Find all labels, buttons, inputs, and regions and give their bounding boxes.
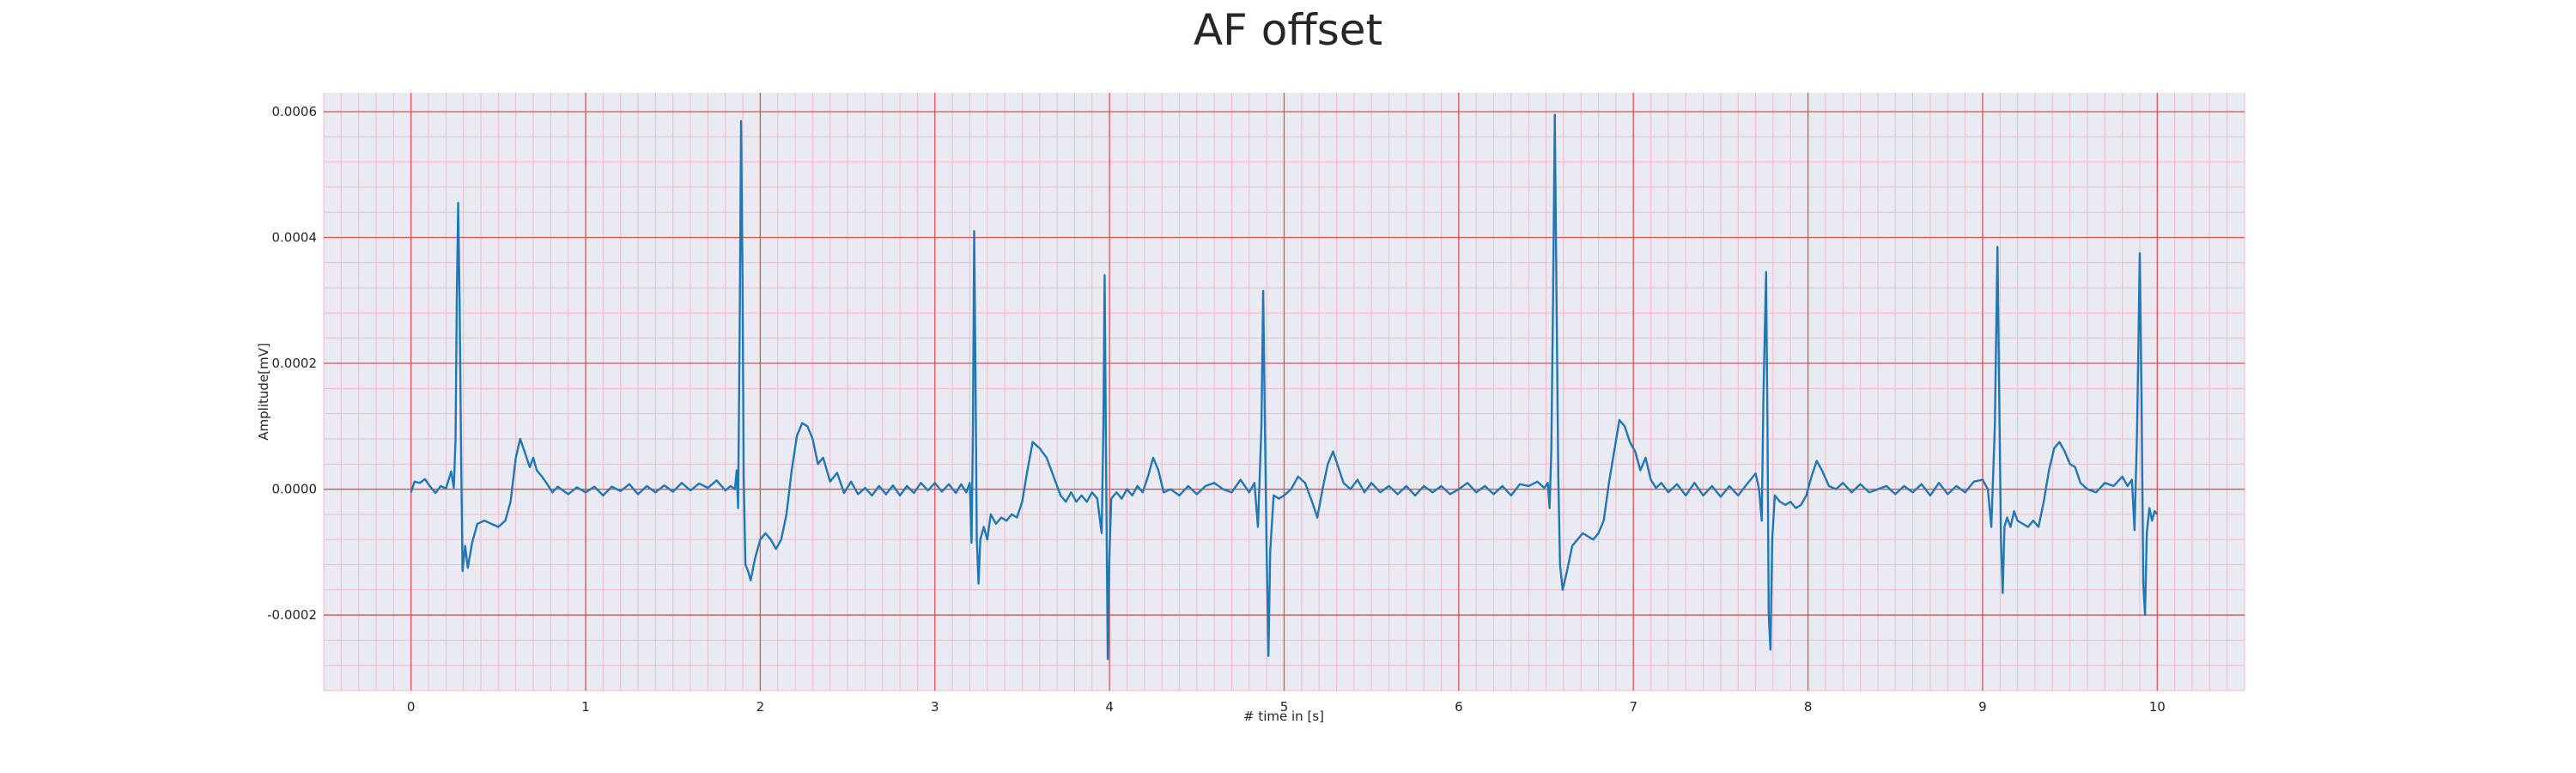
chart-title: AF offset [1193, 5, 1383, 55]
x-tick-label: 7 [1629, 699, 1637, 715]
x-axis-label: # time in [s] [1243, 709, 1324, 724]
x-tick-label: 4 [1105, 699, 1114, 715]
y-tick-label: -0.0002 [267, 607, 317, 623]
series-layer [410, 113, 2159, 660]
x-tick-label: 5 [1280, 699, 1289, 715]
y-tick-label: 0.0006 [272, 104, 318, 119]
x-tick-label: 0 [407, 699, 416, 715]
y-axis-label: Amplitude[mV] [256, 343, 271, 440]
x-tick-label: 6 [1455, 699, 1463, 715]
x-tick-labels: 0 1 2 3 4 5 6 7 8 9 10 [407, 699, 2166, 715]
x-tick-label: 8 [1804, 699, 1813, 715]
y-tick-labels: -0.0002 0.0000 0.0002 0.0004 0.0006 [267, 104, 317, 623]
x-tick-label: 2 [756, 699, 765, 715]
x-tick-label: 10 [2149, 699, 2166, 715]
x-tick-label: 1 [581, 699, 590, 715]
x-tick-label: 3 [931, 699, 939, 715]
y-tick-label: 0.0002 [272, 356, 318, 371]
ecg-series-line [410, 113, 2159, 660]
y-tick-label: 0.0000 [272, 482, 318, 497]
x-tick-label: 9 [1978, 699, 1987, 715]
y-tick-label: 0.0004 [272, 230, 318, 246]
